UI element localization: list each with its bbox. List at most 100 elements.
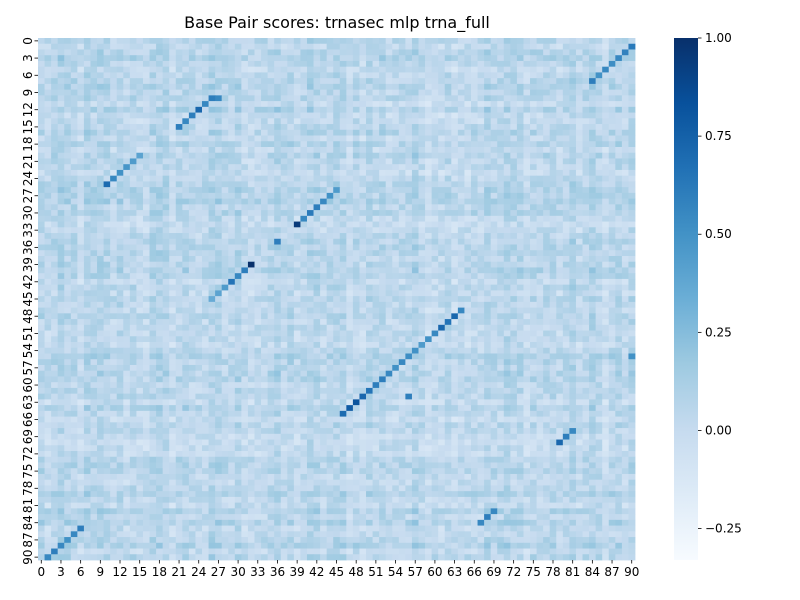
heatmap-cell <box>83 227 91 234</box>
heatmap-cell <box>38 83 45 91</box>
heatmap-cell <box>51 135 59 142</box>
heatmap-cell <box>326 250 334 257</box>
heatmap-cell <box>208 169 216 177</box>
heatmap-cell <box>195 233 203 240</box>
heatmap-cell <box>70 66 78 73</box>
heatmap-cell <box>411 158 419 165</box>
heatmap-cell <box>444 255 452 263</box>
heatmap-cell <box>530 278 537 286</box>
heatmap-cell <box>57 43 65 50</box>
heatmap-cell <box>405 301 413 309</box>
heatmap-cell <box>392 129 400 136</box>
heatmap-cell <box>293 244 301 251</box>
heatmap-cell <box>123 192 131 200</box>
heatmap-cell <box>385 38 393 45</box>
heatmap-cell <box>142 89 150 96</box>
heatmap-cell <box>615 49 623 56</box>
heatmap-cell <box>261 215 269 222</box>
heatmap-cell <box>385 60 393 68</box>
heatmap-cell <box>70 55 78 62</box>
heatmap-cell <box>103 106 111 113</box>
heatmap-cell <box>241 60 249 68</box>
heatmap-cell <box>457 95 465 102</box>
heatmap-cell <box>149 301 157 309</box>
heatmap-cell <box>372 347 380 354</box>
heatmap-cell <box>470 169 478 177</box>
heatmap-cell <box>162 284 170 291</box>
heatmap-cell <box>64 210 72 217</box>
heatmap-cell <box>503 192 511 200</box>
heatmap-cell <box>615 124 623 131</box>
heatmap-cell <box>484 55 492 62</box>
heatmap-cell <box>582 342 590 349</box>
heatmap-cell <box>621 227 629 234</box>
heatmap-cell <box>346 324 354 331</box>
heatmap-cell <box>490 141 498 148</box>
heatmap-cell <box>589 319 597 326</box>
heatmap-cell <box>287 60 295 68</box>
heatmap-cell <box>602 43 610 50</box>
heatmap-cell <box>346 238 354 245</box>
heatmap-cell <box>44 95 52 102</box>
heatmap-cell <box>254 158 262 165</box>
heatmap-cell <box>38 210 45 217</box>
heatmap-cell <box>359 60 367 68</box>
heatmap-cell <box>385 164 393 171</box>
heatmap-cell <box>405 342 413 349</box>
heatmap-cell <box>228 221 236 228</box>
heatmap-cell <box>77 175 85 182</box>
heatmap-cell <box>123 284 131 291</box>
heatmap-cell <box>556 244 564 251</box>
heatmap-cell <box>287 336 295 343</box>
heatmap-cell <box>589 78 597 85</box>
heatmap-cell <box>438 255 446 263</box>
heatmap-cell <box>523 181 531 188</box>
heatmap-cell <box>536 118 544 125</box>
heatmap-cell <box>602 250 610 257</box>
heatmap-cell <box>293 187 301 194</box>
heatmap-cell <box>293 118 301 125</box>
heatmap-cell <box>470 244 478 251</box>
heatmap-cell <box>615 66 623 73</box>
heatmap-cell <box>359 273 367 280</box>
heatmap-cell <box>129 347 137 354</box>
heatmap-cell <box>615 164 623 171</box>
heatmap-cell <box>503 313 511 320</box>
heatmap-cell <box>202 324 209 331</box>
heatmap-cell <box>208 95 216 102</box>
heatmap-cell <box>221 129 229 136</box>
heatmap-cell <box>582 60 590 68</box>
heatmap-cell <box>621 135 629 142</box>
heatmap-cell <box>484 141 492 148</box>
heatmap-cell <box>398 169 406 177</box>
heatmap-cell <box>523 141 531 148</box>
heatmap-cell <box>339 319 347 326</box>
heatmap-cell <box>70 347 78 354</box>
heatmap-cell <box>38 66 45 73</box>
heatmap-cell <box>589 101 597 108</box>
heatmap-cell <box>615 227 623 234</box>
heatmap-cell <box>175 38 183 45</box>
heatmap-cell <box>425 250 433 257</box>
heatmap-cell <box>602 313 610 320</box>
heatmap-cell <box>575 83 583 91</box>
heatmap-cell <box>162 187 170 194</box>
heatmap-cell <box>129 261 137 268</box>
heatmap-cell <box>156 129 164 136</box>
heatmap-cell <box>326 347 334 354</box>
heatmap-cell <box>123 72 131 79</box>
heatmap-cell <box>484 38 492 45</box>
heatmap-cell <box>182 112 190 119</box>
heatmap-cell <box>116 273 124 280</box>
heatmap-cell <box>385 101 393 108</box>
heatmap-cell <box>188 215 196 222</box>
heatmap-cell <box>97 313 104 320</box>
heatmap-cell <box>90 95 98 102</box>
heatmap-cell <box>589 301 597 309</box>
heatmap-cell <box>287 95 295 102</box>
heatmap-cell <box>267 267 275 274</box>
heatmap-cell <box>320 342 328 349</box>
heatmap-cell <box>123 187 131 194</box>
heatmap-cell <box>411 124 419 131</box>
heatmap-cell <box>162 192 170 200</box>
